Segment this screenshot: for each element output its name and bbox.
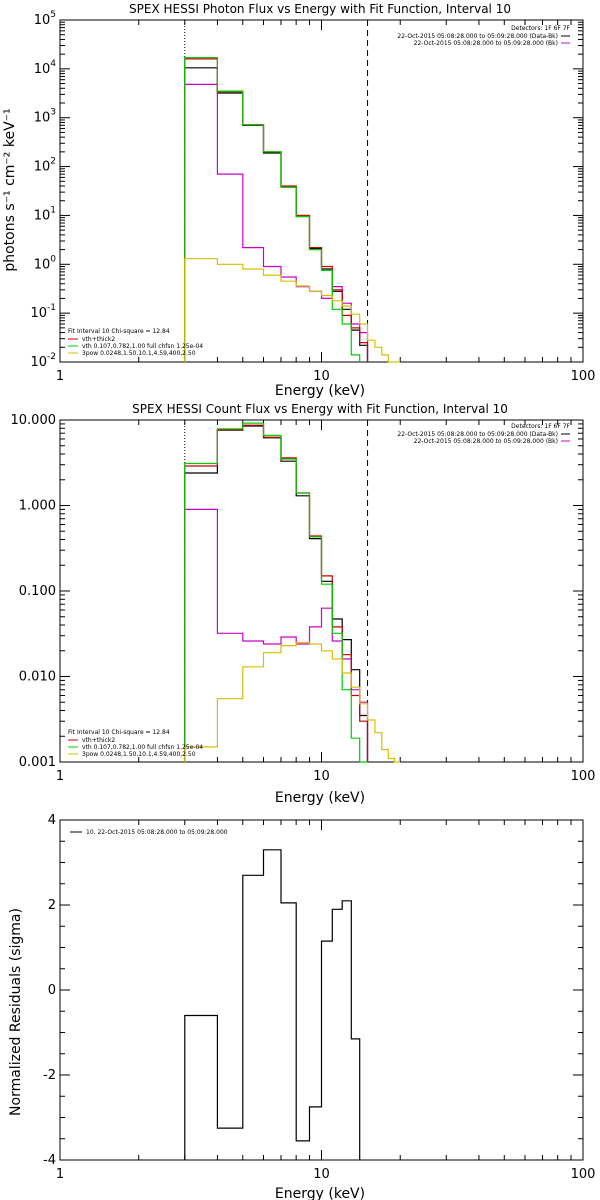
legend-entry: vth+thick2 bbox=[82, 336, 115, 343]
x-axis-label: Energy (keV) bbox=[275, 1186, 365, 1200]
series-layer bbox=[184, 57, 401, 363]
reference-lines bbox=[184, 420, 369, 762]
y-tick-label: 100 bbox=[34, 254, 57, 272]
x-axis-label: Energy (keV) bbox=[275, 383, 365, 399]
x-axis-label: Energy (keV) bbox=[275, 790, 365, 806]
y-tick-label: -2 bbox=[43, 1068, 56, 1083]
detectors-label: Detectors: 1F 6F 7F bbox=[511, 423, 570, 430]
y-axis-label: Normalized Residuals (sigma) bbox=[8, 908, 24, 1116]
y-tick-label: 0.100 bbox=[19, 584, 56, 599]
data-bk-label: 22-Oct-2015 05:08:28.000 to 05:09:28.000… bbox=[397, 33, 558, 40]
detector-labels: Detectors: 1F 6F 7F 22-Oct-2015 05:08:28… bbox=[397, 25, 570, 47]
x-tick-label: 10 bbox=[313, 769, 330, 784]
x-tick-label: 100 bbox=[571, 1167, 596, 1182]
series-layer bbox=[184, 849, 361, 1160]
y-tick-label: 0.010 bbox=[19, 670, 56, 685]
y-tick-label: 10-2 bbox=[30, 352, 56, 370]
plot-frame bbox=[59, 419, 584, 763]
y-tick-label: 0.001 bbox=[19, 755, 56, 770]
legend-entry: vth 0.107,0.782,1.00 full chfsn 1.25e-04 bbox=[82, 744, 203, 751]
x-tick-label: 1 bbox=[56, 769, 64, 784]
series-bk-line bbox=[184, 508, 369, 762]
fit-legend: Fit Interval 10 Chi-square = 12.84 vth+t… bbox=[68, 729, 203, 758]
axis-ticks bbox=[59, 819, 584, 1161]
y-tick-label: 105 bbox=[34, 10, 56, 28]
series-layer bbox=[184, 422, 401, 763]
series-bk-line bbox=[184, 83, 369, 362]
interval-legend: 10. 22-Oct-2015 05:08:28.000 to 05:09:28… bbox=[70, 829, 228, 836]
y-tick-label: 103 bbox=[34, 108, 56, 126]
legend-entry: 3pow 0.0248,1.50,10.1,4.59,400,2.50 bbox=[82, 751, 196, 758]
series-vth-thick2-line bbox=[184, 58, 369, 362]
chart-title: SPEX HESSI Photon Flux vs Energy with Fi… bbox=[129, 2, 511, 16]
plot-frame bbox=[59, 19, 584, 363]
x-tick-label: 100 bbox=[571, 769, 596, 784]
y-axis-label: photons s⁻¹ cm⁻² keV⁻¹ bbox=[2, 108, 18, 271]
legend-entry: vth 0.107,0.782,1.00 full chfsn 1.25e-04 bbox=[82, 343, 203, 350]
series-3pow-line bbox=[184, 258, 401, 363]
series-3pow-line bbox=[184, 641, 401, 763]
chart-title: SPEX HESSI Count Flux vs Energy with Fit… bbox=[132, 402, 508, 416]
axis-ticks bbox=[59, 419, 584, 763]
series-vth-line bbox=[184, 422, 368, 763]
tick-labels: 1 10 100 -4 -2 0 2 4 bbox=[43, 813, 595, 1182]
residuals-chart: 1 10 100 -4 -2 0 2 4 Energy (keV) Normalized Re… bbox=[8, 813, 595, 1200]
tick-labels: 1 10 100 0.001 0.010 0.100 1.000 10.000 bbox=[11, 413, 596, 784]
series-vth-thick2-line bbox=[184, 424, 369, 762]
fit-legend: Fit Interval 10 Chi-square = 12.84 vth+t… bbox=[68, 328, 203, 357]
y-tick-label: 101 bbox=[34, 205, 56, 223]
series-data-bk-line bbox=[184, 425, 369, 762]
legend-entry: 10. 22-Oct-2015 05:08:28.000 to 05:09:28… bbox=[86, 829, 228, 836]
tick-labels: 1 10 100 10-2 10-1 100 101 102 103 104 105 bbox=[30, 10, 595, 384]
series-data-bk-line bbox=[184, 67, 369, 362]
y-tick-label: 2 bbox=[48, 898, 56, 913]
bk-label: 22-Oct-2015 05:08:28.000 to 05:09:28.000… bbox=[414, 438, 558, 445]
series-vth-line bbox=[184, 57, 361, 362]
legend-header: Fit Interval 10 Chi-square = 12.84 bbox=[68, 729, 170, 736]
y-tick-label: 0 bbox=[48, 983, 56, 998]
x-tick-label: 10 bbox=[313, 1167, 330, 1182]
y-tick-label: 1.000 bbox=[19, 499, 56, 514]
axis-ticks bbox=[59, 19, 584, 363]
reference-lines bbox=[184, 20, 369, 362]
x-tick-label: 1 bbox=[56, 1167, 64, 1182]
x-tick-label: 10 bbox=[313, 369, 330, 384]
x-tick-label: 100 bbox=[571, 369, 596, 384]
y-tick-label: 104 bbox=[34, 59, 57, 77]
detectors-label: Detectors: 1F 6F 7F bbox=[511, 25, 570, 32]
photon-flux-chart: SPEX HESSI Photon Flux vs Energy with Fi… bbox=[2, 2, 595, 399]
y-tick-label: 10.000 bbox=[11, 413, 57, 428]
legend-entry: vth+thick2 bbox=[82, 737, 115, 744]
legend-header: Fit Interval 10 Chi-square = 12.84 bbox=[68, 328, 170, 335]
y-tick-label: -4 bbox=[43, 1153, 56, 1168]
y-tick-label: 102 bbox=[34, 157, 56, 175]
data-bk-label: 22-Oct-2015 05:08:28.000 to 05:09:28.000… bbox=[397, 431, 558, 438]
bk-label: 22-Oct-2015 05:08:28.000 to 05:09:28.000… bbox=[414, 40, 558, 47]
y-tick-label: 4 bbox=[48, 813, 56, 828]
count-flux-chart: SPEX HESSI Count Flux vs Energy with Fit… bbox=[11, 402, 596, 806]
legend-entry: 3pow 0.0248,1.50,10.1,4.59,400,2.50 bbox=[82, 350, 196, 357]
x-tick-label: 1 bbox=[56, 369, 64, 384]
detector-labels: Detectors: 1F 6F 7F 22-Oct-2015 05:08:28… bbox=[397, 423, 570, 445]
series-residual-line bbox=[184, 849, 361, 1160]
y-tick-label: 10-1 bbox=[30, 303, 56, 321]
